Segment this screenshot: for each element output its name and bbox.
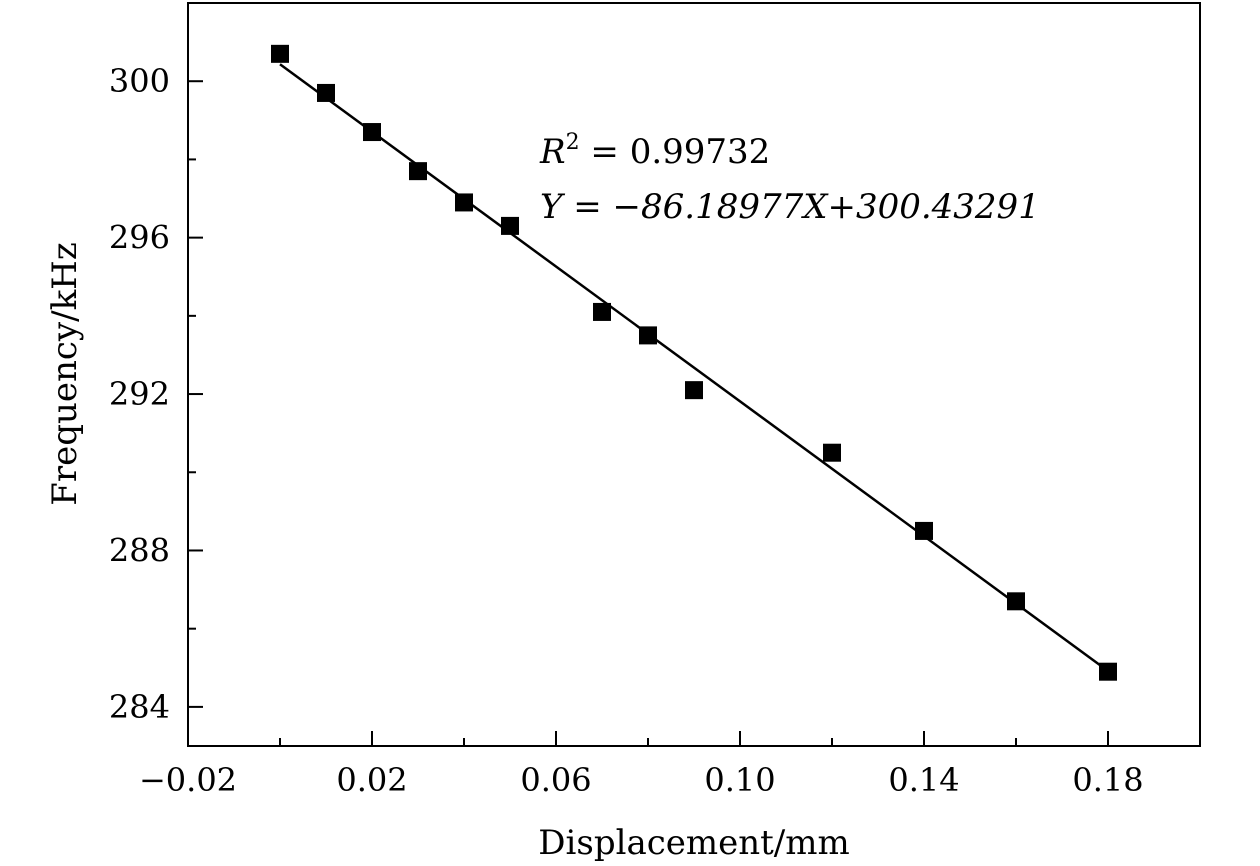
data-point bbox=[501, 216, 519, 235]
data-point bbox=[915, 521, 933, 540]
fit-equation-annotation: Y = −86.18977X+300.43291 bbox=[540, 187, 1040, 227]
x-axis-ticks: −0.02 0.02 0.06 0.10 0.14 0.18 bbox=[139, 731, 1144, 799]
y-axis-title: Frequency/kHz bbox=[45, 242, 85, 506]
data-point bbox=[409, 162, 427, 181]
x-tick-label: 0.18 bbox=[1072, 761, 1143, 799]
y-tick-label: 288 bbox=[109, 531, 170, 569]
data-point bbox=[317, 83, 335, 102]
y-tick-label: 292 bbox=[109, 375, 170, 413]
r-squared-exponent: 2 bbox=[566, 130, 580, 155]
y-tick-label: 284 bbox=[109, 688, 170, 726]
x-tick-label: 0.06 bbox=[520, 761, 591, 799]
data-points bbox=[271, 44, 1117, 681]
y-tick-label: 296 bbox=[109, 219, 170, 257]
r-squared-annotation: R2 = 0.99732 bbox=[539, 130, 770, 172]
y-axis-ticks: 284 288 292 296 300 bbox=[109, 62, 203, 726]
x-tick-label: −0.02 bbox=[139, 761, 237, 799]
x-tick-label: 0.10 bbox=[704, 761, 775, 799]
data-point bbox=[271, 44, 289, 63]
x-tick-label: 0.02 bbox=[336, 761, 407, 799]
data-point bbox=[639, 326, 657, 345]
data-point bbox=[1007, 592, 1025, 611]
r-squared-value: = 0.99732 bbox=[580, 132, 771, 172]
data-point bbox=[685, 381, 703, 400]
y-tick-label: 300 bbox=[109, 62, 170, 100]
data-point bbox=[1099, 662, 1117, 681]
x-axis-title: Displacement/mm bbox=[538, 823, 850, 863]
data-point bbox=[593, 302, 611, 321]
data-point bbox=[455, 193, 473, 212]
x-tick-label: 0.14 bbox=[888, 761, 959, 799]
r-squared-symbol: R bbox=[539, 132, 566, 172]
data-point bbox=[363, 123, 381, 142]
data-point bbox=[823, 443, 841, 462]
plot-frame bbox=[187, 2, 1201, 747]
